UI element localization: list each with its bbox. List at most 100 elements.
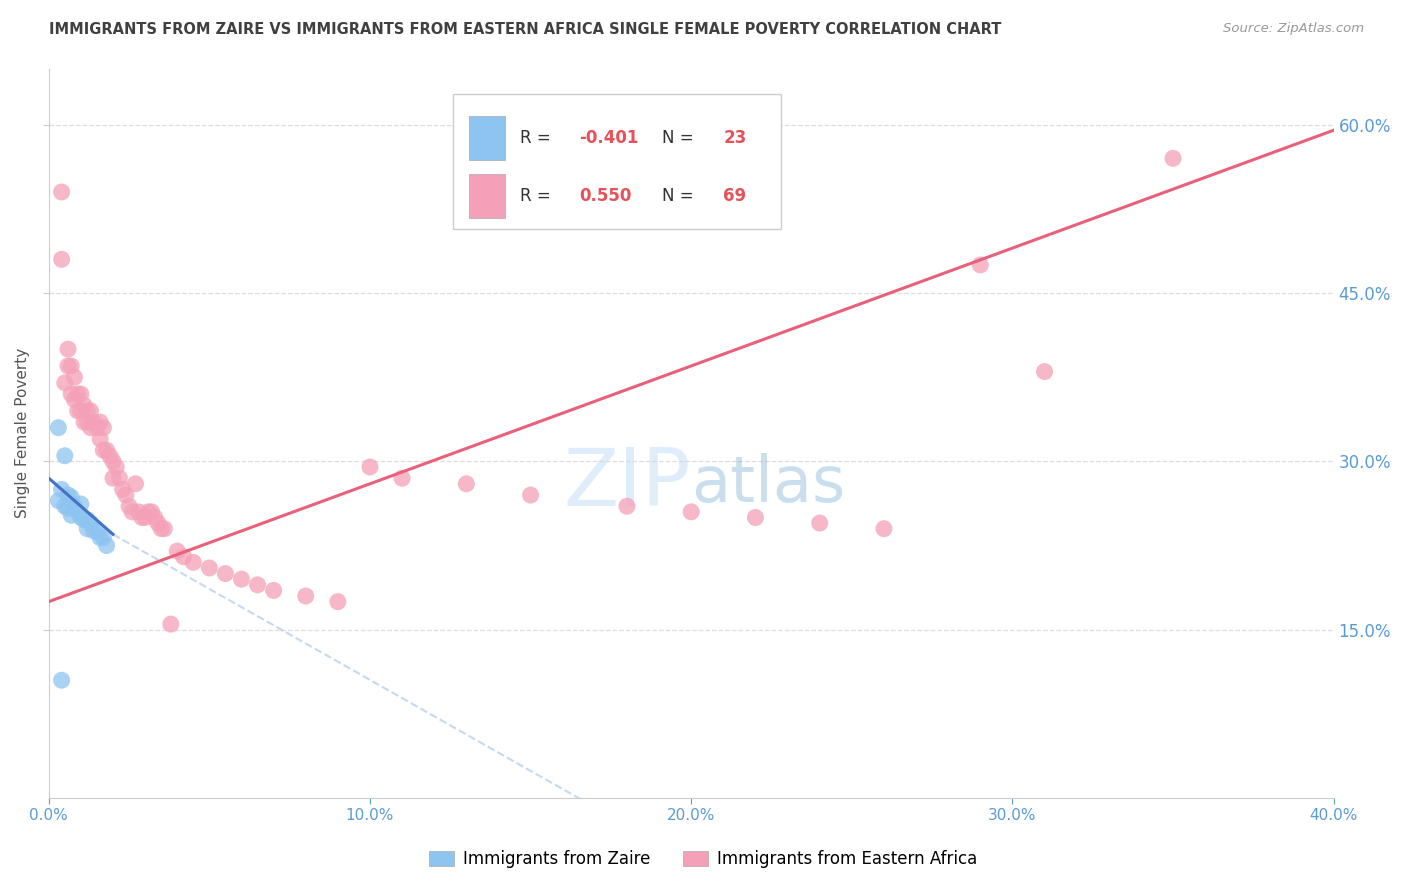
Point bbox=[115, 488, 138, 502]
Point bbox=[76, 404, 98, 418]
Point bbox=[1161, 151, 1184, 165]
Y-axis label: Single Female Poverty: Single Female Poverty bbox=[15, 348, 30, 518]
FancyBboxPatch shape bbox=[470, 116, 505, 160]
Point bbox=[53, 449, 76, 463]
Point bbox=[98, 449, 121, 463]
Point bbox=[76, 513, 98, 527]
Point bbox=[63, 392, 86, 407]
Point bbox=[60, 387, 83, 401]
Point bbox=[166, 544, 188, 558]
Point bbox=[51, 185, 73, 199]
Point bbox=[198, 561, 221, 575]
Point bbox=[70, 510, 93, 524]
Point bbox=[96, 443, 118, 458]
Point bbox=[48, 420, 70, 434]
Point bbox=[121, 505, 143, 519]
Point bbox=[51, 252, 73, 267]
Point bbox=[969, 258, 991, 272]
Point bbox=[141, 505, 163, 519]
Point bbox=[326, 594, 349, 608]
Point bbox=[60, 508, 83, 523]
Point bbox=[83, 524, 105, 538]
Text: N =: N = bbox=[662, 186, 699, 204]
Text: IMMIGRANTS FROM ZAIRE VS IMMIGRANTS FROM EASTERN AFRICA SINGLE FEMALE POVERTY CO: IMMIGRANTS FROM ZAIRE VS IMMIGRANTS FROM… bbox=[49, 22, 1001, 37]
Point bbox=[79, 404, 101, 418]
Text: 69: 69 bbox=[723, 186, 747, 204]
Text: -0.401: -0.401 bbox=[579, 128, 638, 146]
Point bbox=[96, 539, 118, 553]
Point bbox=[63, 500, 86, 514]
Point bbox=[86, 524, 108, 538]
Point bbox=[519, 488, 541, 502]
Point bbox=[48, 493, 70, 508]
Point bbox=[181, 555, 204, 569]
Point bbox=[56, 488, 79, 502]
Point bbox=[73, 513, 96, 527]
Point bbox=[79, 516, 101, 530]
Point bbox=[231, 572, 253, 586]
Point bbox=[93, 531, 115, 545]
Point bbox=[146, 516, 169, 530]
Point bbox=[83, 415, 105, 429]
Point bbox=[128, 505, 150, 519]
Point bbox=[391, 471, 413, 485]
Point bbox=[456, 476, 478, 491]
Point bbox=[73, 415, 96, 429]
Point bbox=[76, 415, 98, 429]
FancyBboxPatch shape bbox=[470, 174, 505, 218]
Point bbox=[51, 483, 73, 497]
Point bbox=[76, 522, 98, 536]
Point bbox=[105, 460, 128, 475]
Point bbox=[108, 471, 131, 485]
Point bbox=[681, 505, 703, 519]
FancyBboxPatch shape bbox=[454, 94, 782, 229]
Point bbox=[93, 420, 115, 434]
Point bbox=[1033, 365, 1056, 379]
Point bbox=[60, 359, 83, 373]
Text: R =: R = bbox=[520, 128, 557, 146]
Point bbox=[143, 510, 166, 524]
Point bbox=[150, 522, 173, 536]
Point bbox=[111, 483, 134, 497]
Point bbox=[51, 673, 73, 688]
Point bbox=[66, 387, 89, 401]
Point bbox=[101, 471, 124, 485]
Point bbox=[86, 420, 108, 434]
Point bbox=[93, 443, 115, 458]
Point bbox=[153, 522, 176, 536]
Point bbox=[56, 359, 79, 373]
Point bbox=[79, 420, 101, 434]
Point bbox=[89, 531, 111, 545]
Point bbox=[136, 505, 159, 519]
Point bbox=[73, 398, 96, 412]
Point bbox=[66, 505, 89, 519]
Point bbox=[63, 370, 86, 384]
Point bbox=[263, 583, 285, 598]
Point bbox=[89, 415, 111, 429]
Text: atlas: atlas bbox=[692, 453, 845, 516]
Text: ZIP: ZIP bbox=[564, 445, 692, 524]
Point bbox=[60, 490, 83, 504]
Point bbox=[294, 589, 316, 603]
Point bbox=[214, 566, 236, 581]
Point bbox=[744, 510, 766, 524]
Point bbox=[124, 476, 146, 491]
Point bbox=[70, 404, 93, 418]
Text: 23: 23 bbox=[723, 128, 747, 146]
Point bbox=[173, 549, 195, 564]
Point bbox=[101, 454, 124, 468]
Text: R =: R = bbox=[520, 186, 561, 204]
Point bbox=[118, 500, 141, 514]
Text: 0.550: 0.550 bbox=[579, 186, 631, 204]
Point bbox=[359, 460, 381, 475]
Point bbox=[159, 617, 181, 632]
Point bbox=[70, 387, 93, 401]
Point bbox=[134, 510, 156, 524]
Point bbox=[56, 342, 79, 356]
Point bbox=[131, 510, 153, 524]
Point bbox=[616, 500, 638, 514]
Point bbox=[246, 578, 269, 592]
Point bbox=[56, 501, 79, 516]
Legend: Immigrants from Zaire, Immigrants from Eastern Africa: Immigrants from Zaire, Immigrants from E… bbox=[423, 844, 983, 875]
Point bbox=[873, 522, 896, 536]
